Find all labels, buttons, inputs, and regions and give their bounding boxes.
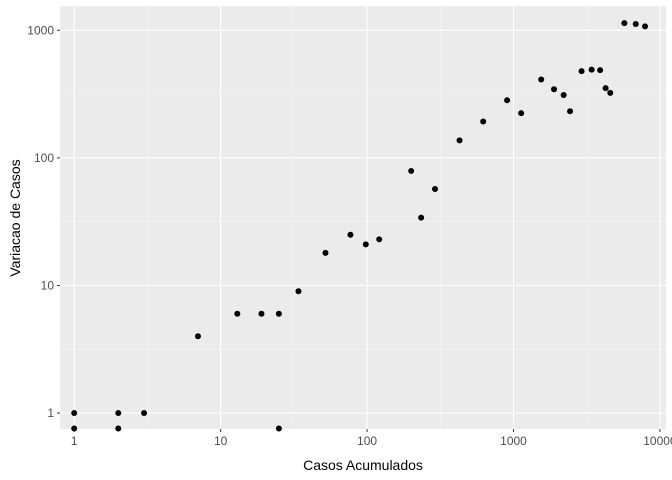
x-axis-ticks: 1 10 100 1000 10000 — [71, 429, 672, 448]
data-point — [621, 20, 628, 27]
data-points — [71, 20, 649, 432]
x-tick-label: 100 — [357, 434, 377, 448]
data-point — [551, 86, 558, 93]
data-point — [408, 167, 415, 174]
data-point — [295, 288, 302, 295]
data-point — [518, 110, 525, 117]
y-axis-ticks: 1 10 100 1000 — [27, 23, 60, 420]
data-point — [71, 425, 78, 432]
data-point — [275, 310, 282, 317]
data-point — [362, 241, 369, 248]
data-point — [322, 249, 329, 256]
data-point — [71, 410, 78, 417]
y-tick-label: 100 — [34, 151, 54, 165]
data-point — [538, 76, 545, 83]
data-point — [115, 410, 122, 417]
data-point — [607, 89, 614, 96]
data-point — [275, 425, 282, 432]
data-point — [578, 68, 585, 75]
data-point — [376, 236, 383, 243]
x-tick-label: 10 — [214, 434, 228, 448]
data-point — [418, 214, 425, 221]
data-point — [567, 108, 574, 115]
data-point — [347, 231, 354, 238]
x-tick-label: 1000 — [500, 434, 527, 448]
data-point — [597, 67, 604, 74]
data-point — [504, 97, 511, 104]
data-point — [115, 425, 122, 432]
data-point — [602, 85, 609, 92]
data-point — [588, 66, 595, 73]
data-point — [456, 137, 463, 144]
x-axis-title: Casos Acumulados — [303, 457, 423, 473]
y-tick-label: 10 — [41, 278, 55, 292]
data-point — [480, 118, 487, 125]
data-point — [560, 92, 567, 99]
data-point — [632, 21, 639, 28]
y-tick-label: 1000 — [27, 23, 54, 37]
data-point — [194, 333, 201, 340]
y-tick-label: 1 — [47, 406, 54, 420]
y-axis-title: Variacao de Casos — [7, 159, 23, 276]
data-point — [258, 310, 265, 317]
data-point — [234, 310, 241, 317]
minor-gridlines — [60, 6, 666, 429]
x-tick-label: 10000 — [643, 434, 672, 448]
x-tick-label: 1 — [71, 434, 78, 448]
data-point — [431, 186, 438, 193]
plot-panel — [60, 6, 666, 429]
major-gridlines — [60, 6, 666, 429]
data-point — [642, 23, 649, 30]
data-point — [141, 410, 148, 417]
